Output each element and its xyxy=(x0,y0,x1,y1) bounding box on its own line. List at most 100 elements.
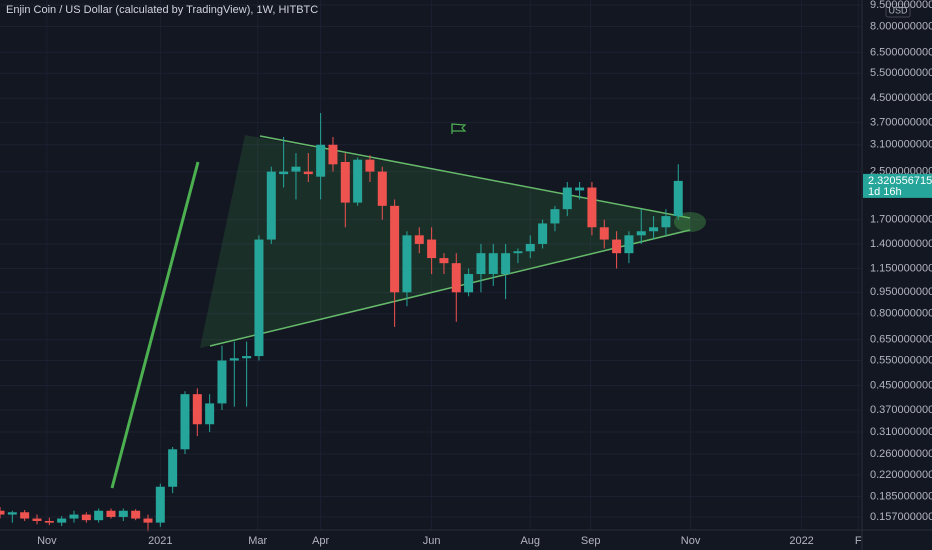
candle-body xyxy=(550,209,560,224)
y-tick-label: 3.1000000000 xyxy=(870,139,932,151)
x-tick-label: F xyxy=(855,535,862,547)
candle-body xyxy=(7,512,17,515)
candle-body xyxy=(254,239,264,357)
candle-body xyxy=(414,235,424,244)
flag-icon xyxy=(451,123,467,134)
candle-body xyxy=(291,166,301,172)
y-tick-label: 9.5000000000 xyxy=(870,0,932,11)
candle-body xyxy=(81,514,91,521)
candle-body xyxy=(439,258,449,264)
candle-body xyxy=(427,239,437,259)
candle-body xyxy=(538,223,548,244)
candle-body xyxy=(353,159,363,203)
candle-body xyxy=(377,171,387,206)
candle-body xyxy=(513,251,523,254)
x-tick-label: Nov xyxy=(681,535,701,547)
candle-body xyxy=(279,171,289,175)
y-tick-label: 0.1570000000 xyxy=(870,511,932,523)
candle-body xyxy=(303,171,313,175)
candle-body xyxy=(69,514,79,519)
impulse-line xyxy=(110,161,200,489)
y-tick-label: 1.7000000000 xyxy=(870,214,932,226)
price-tag xyxy=(863,173,932,198)
candle-body xyxy=(205,403,215,425)
candle-body xyxy=(562,187,572,210)
candle-body xyxy=(340,161,350,203)
currency-badge xyxy=(885,3,911,18)
candle-body xyxy=(599,227,609,240)
candle-body xyxy=(155,486,165,523)
candle-body xyxy=(575,187,585,191)
candle-body xyxy=(488,253,498,275)
candle-body xyxy=(192,394,202,425)
candles xyxy=(0,112,683,532)
lower-trend-line xyxy=(209,229,691,347)
candle-body xyxy=(0,510,5,515)
x-tick-label: Sep xyxy=(581,535,601,547)
x-tick-label: 2021 xyxy=(148,535,172,547)
candle-body xyxy=(180,394,190,450)
candle-body xyxy=(328,144,338,165)
candle-body xyxy=(649,227,659,232)
candle-body xyxy=(673,180,683,217)
y-tick-label: 1.4000000000 xyxy=(870,238,932,250)
candle-body xyxy=(476,253,486,275)
y-tick-label: 3.7000000000 xyxy=(870,117,932,129)
candle-body xyxy=(106,510,116,517)
candle-body xyxy=(143,518,153,523)
y-tick-label: 8.0000000000 xyxy=(870,20,932,32)
triangle-fill xyxy=(200,135,690,348)
x-tick-label: 2022 xyxy=(789,535,813,547)
candle-body xyxy=(217,360,227,404)
candle-body xyxy=(612,239,622,254)
candle-body xyxy=(242,356,252,359)
chart-title: Enjin Coin / US Dollar (calculated by Tr… xyxy=(6,4,318,16)
axes: 9.5000000000 8.0000000000 6.5000000000 5.50… xyxy=(37,0,932,547)
candle-body xyxy=(20,512,30,519)
candle-body xyxy=(44,520,54,523)
y-tick-label: 4.5000000000 xyxy=(870,92,932,104)
countdown-label: 1d 16h xyxy=(868,186,902,198)
candle-body xyxy=(636,231,646,236)
apex-highlight xyxy=(674,212,706,232)
candle-body xyxy=(587,187,597,228)
candle-body xyxy=(168,449,178,487)
candle-body xyxy=(32,518,42,521)
candle-body xyxy=(94,510,104,521)
candle-body xyxy=(365,159,375,172)
y-tick-label: 5.5000000000 xyxy=(870,67,932,79)
candle-body xyxy=(390,205,400,293)
currency-label: USD xyxy=(888,5,908,15)
candle-body xyxy=(501,253,511,275)
x-tick-label: Apr xyxy=(312,535,329,547)
last-price-label: 2.3205567156 xyxy=(868,175,932,187)
candle-body xyxy=(402,235,412,293)
candle-body xyxy=(451,263,461,293)
x-tick-label: Jun xyxy=(423,535,441,547)
candle-body xyxy=(266,171,276,240)
candle-body xyxy=(624,235,634,254)
candle-body xyxy=(316,144,326,177)
y-tick-label: 6.5000000000 xyxy=(870,46,932,58)
candle-body xyxy=(57,518,67,523)
x-tick-label: Mar xyxy=(248,535,267,547)
candle-body xyxy=(118,510,128,517)
candle-body xyxy=(131,510,141,519)
x-tick-label: Aug xyxy=(520,535,540,547)
candle-body xyxy=(229,358,239,361)
candle-body xyxy=(525,243,535,252)
candle-body xyxy=(661,216,671,228)
x-tick-label: Nov xyxy=(37,535,57,547)
